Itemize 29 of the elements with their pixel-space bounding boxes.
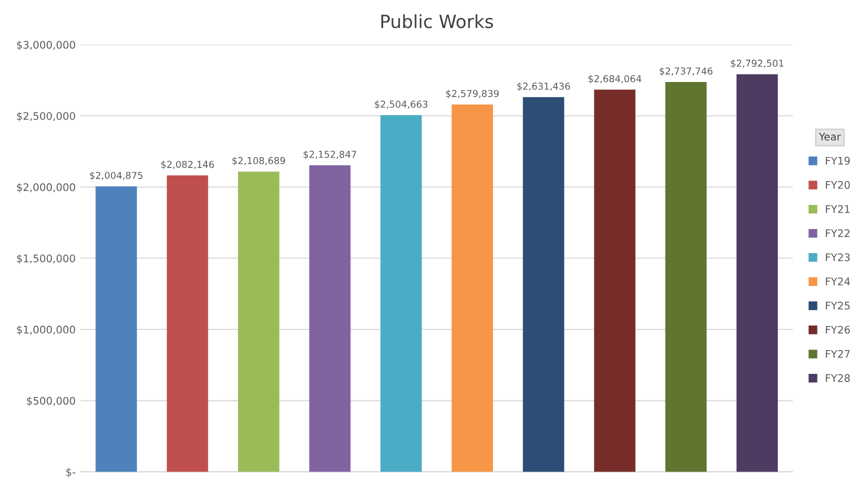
legend-label: FY22 bbox=[826, 229, 850, 237]
data-label: $2,152,847 bbox=[304, 150, 356, 160]
legend-label: FY25 bbox=[826, 302, 850, 310]
legend-label: FY21 bbox=[826, 205, 850, 213]
data-label: $2,792,501 bbox=[730, 59, 784, 68]
legend-label: FY20 bbox=[826, 180, 850, 189]
y-tick-label: $500,000 bbox=[26, 396, 76, 406]
legend-label: FY28 bbox=[826, 374, 850, 382]
data-label: $2,684,064 bbox=[588, 74, 642, 84]
y-tick-label: $- bbox=[66, 468, 76, 478]
data-label: $2,504,663 bbox=[374, 100, 428, 110]
chart-title: Public Works bbox=[381, 14, 493, 28]
data-label: $2,004,875 bbox=[90, 172, 142, 180]
legend-label: FY26 bbox=[826, 326, 850, 334]
legend-label: FY23 bbox=[826, 253, 850, 262]
y-tick-label: $3,000,000 bbox=[17, 40, 76, 50]
data-label: $2,737,746 bbox=[660, 67, 712, 76]
y-tick-label: $1,500,000 bbox=[17, 254, 76, 264]
y-tick-label: $2,000,000 bbox=[17, 183, 76, 193]
data-label: $2,631,436 bbox=[517, 82, 570, 91]
legend-label: FY24 bbox=[826, 278, 850, 286]
y-tick-label: $2,500,000 bbox=[17, 112, 76, 122]
data-label: $2,579,839 bbox=[446, 90, 499, 98]
data-label: $2,082,146 bbox=[161, 160, 214, 170]
data-label: $2,108,689 bbox=[232, 156, 286, 166]
legend-title: Year bbox=[818, 132, 841, 141]
y-tick-label: $1,000,000 bbox=[17, 325, 76, 335]
legend-label: FY19 bbox=[826, 156, 850, 165]
legend-label: FY27 bbox=[826, 350, 850, 358]
